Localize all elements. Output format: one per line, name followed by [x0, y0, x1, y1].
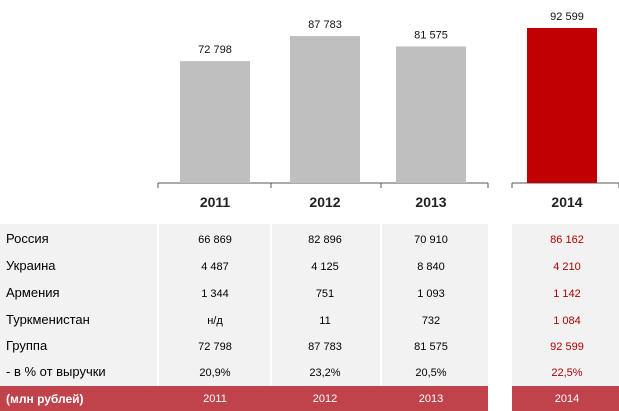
table-cell: 4 487 — [201, 261, 229, 273]
table-cell: 1 142 — [553, 288, 581, 300]
footer-year-label: 2013 — [419, 393, 443, 405]
table-cell: 86 162 — [550, 234, 584, 246]
table-cell: 22,5% — [551, 367, 582, 379]
table-cell: 92 599 — [550, 341, 584, 353]
bar-2012 — [290, 36, 360, 183]
footer-year-label: 2014 — [555, 393, 579, 405]
footer-units-label: (млн рублей) — [6, 392, 84, 406]
bar-2011 — [180, 61, 250, 184]
bar-value-label: 87 783 — [308, 19, 342, 31]
bar-value-label: 92 599 — [550, 11, 584, 23]
table-row-label: Россия — [6, 231, 49, 246]
table-cell: 66 869 — [198, 234, 232, 246]
table-row-label: Армения — [6, 285, 60, 300]
table-cell: 1 344 — [201, 288, 229, 300]
table-cell: 11 — [319, 315, 330, 327]
table-footer-bar — [0, 386, 488, 411]
bar-value-label: 81 575 — [414, 29, 448, 41]
table-cell: 1 093 — [417, 288, 445, 300]
x-tick-label: 2013 — [415, 194, 446, 210]
table-cell: 87 783 — [308, 341, 342, 353]
x-tick-label: 2014 — [551, 194, 582, 210]
table-cell: 4 125 — [311, 261, 339, 273]
table-cell: 20,9% — [199, 367, 230, 379]
bar-2014 — [527, 28, 597, 183]
table-cell: 72 798 — [198, 341, 232, 353]
bar-value-label: 72 798 — [198, 44, 232, 56]
table-row-label: Украина — [6, 258, 56, 273]
table-cell: 20,5% — [415, 367, 446, 379]
table-cell: 4 210 — [553, 261, 581, 273]
table-cell: 732 — [422, 315, 440, 327]
x-tick-label: 2012 — [309, 194, 340, 210]
table-cell: 751 — [316, 288, 334, 300]
table-background — [0, 224, 488, 386]
table-cell: 82 896 — [308, 234, 342, 246]
table-cell: н/д — [207, 315, 223, 327]
x-tick-label: 2011 — [200, 194, 231, 210]
table-cell: 1 084 — [553, 315, 581, 327]
table-footer-bar-highlight — [512, 386, 619, 411]
table-cell: 70 910 — [414, 234, 448, 246]
table-cell: 23,2% — [309, 367, 340, 379]
table-background-highlight — [512, 224, 619, 386]
table-row-label: Группа — [6, 338, 48, 353]
table-cell: 81 575 — [414, 341, 448, 353]
table-cell: 8 840 — [417, 261, 445, 273]
table-row-label: Туркменистан — [6, 312, 90, 327]
bar-2013 — [396, 46, 466, 184]
footer-year-label: 2011 — [203, 393, 227, 405]
table-row-label: - в % от выручки — [6, 364, 106, 379]
footer-year-label: 2012 — [313, 393, 337, 405]
